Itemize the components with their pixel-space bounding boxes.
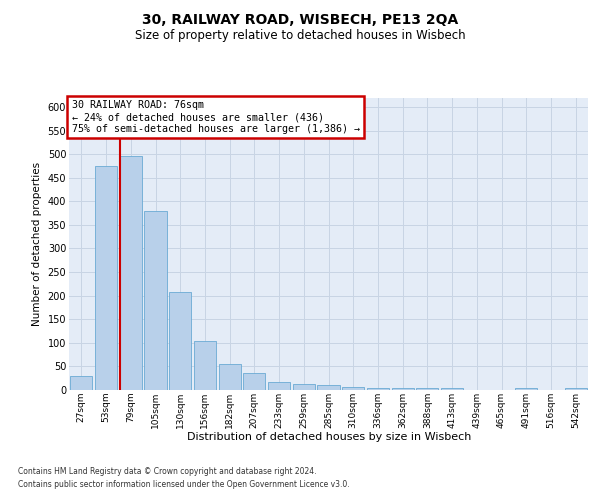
Text: Contains public sector information licensed under the Open Government Licence v3: Contains public sector information licen…: [18, 480, 350, 489]
Bar: [416, 388, 439, 390]
Bar: [392, 388, 414, 390]
Text: Contains HM Land Registry data © Crown copyright and database right 2024.: Contains HM Land Registry data © Crown c…: [18, 467, 317, 476]
Bar: [119, 156, 142, 390]
Bar: [367, 388, 389, 390]
Bar: [145, 210, 167, 390]
Text: Distribution of detached houses by size in Wisbech: Distribution of detached houses by size …: [187, 432, 471, 442]
Y-axis label: Number of detached properties: Number of detached properties: [32, 162, 42, 326]
Bar: [70, 376, 92, 390]
Bar: [317, 386, 340, 390]
Bar: [268, 382, 290, 390]
Bar: [218, 364, 241, 390]
Text: Size of property relative to detached houses in Wisbech: Size of property relative to detached ho…: [134, 29, 466, 42]
Bar: [194, 342, 216, 390]
Text: 30, RAILWAY ROAD, WISBECH, PE13 2QA: 30, RAILWAY ROAD, WISBECH, PE13 2QA: [142, 12, 458, 26]
Bar: [441, 388, 463, 390]
Bar: [515, 388, 538, 390]
Bar: [95, 166, 117, 390]
Bar: [565, 388, 587, 390]
Bar: [169, 292, 191, 390]
Bar: [342, 386, 364, 390]
Text: 30 RAILWAY ROAD: 76sqm
← 24% of detached houses are smaller (436)
75% of semi-de: 30 RAILWAY ROAD: 76sqm ← 24% of detached…: [71, 100, 359, 134]
Bar: [293, 384, 315, 390]
Bar: [243, 372, 265, 390]
